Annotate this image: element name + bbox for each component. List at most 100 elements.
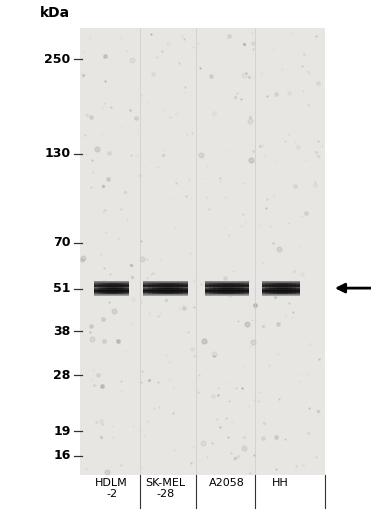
Bar xyxy=(144,288,148,294)
Bar xyxy=(205,289,249,290)
Bar xyxy=(280,283,284,289)
Bar xyxy=(125,283,129,289)
Bar xyxy=(273,288,277,294)
Bar xyxy=(296,288,299,294)
Text: 70: 70 xyxy=(53,237,70,249)
Bar xyxy=(288,283,292,289)
Bar xyxy=(231,283,236,289)
Bar xyxy=(144,287,187,288)
Bar xyxy=(95,288,129,289)
Text: 250: 250 xyxy=(44,53,70,65)
Bar xyxy=(262,295,299,296)
Bar xyxy=(95,292,129,293)
Bar xyxy=(101,283,105,289)
Bar xyxy=(118,283,122,289)
Bar xyxy=(115,283,118,289)
Bar xyxy=(236,288,240,294)
Bar xyxy=(209,283,213,289)
Bar xyxy=(101,288,105,294)
Bar xyxy=(144,290,187,291)
Text: 28: 28 xyxy=(53,368,70,382)
Bar xyxy=(144,284,187,285)
Bar xyxy=(152,288,157,294)
Bar xyxy=(144,285,187,286)
Bar xyxy=(262,283,265,289)
Bar xyxy=(284,288,288,294)
Bar xyxy=(165,288,170,294)
Bar xyxy=(144,283,187,284)
Bar xyxy=(170,288,174,294)
Bar xyxy=(277,283,280,289)
Bar xyxy=(277,288,280,294)
Bar xyxy=(95,282,129,283)
Bar xyxy=(205,288,249,289)
Bar xyxy=(157,283,161,289)
Bar xyxy=(179,288,183,294)
Bar xyxy=(213,288,218,294)
Bar xyxy=(108,288,112,294)
Bar xyxy=(118,288,122,294)
Bar xyxy=(227,283,231,289)
Bar xyxy=(144,290,187,291)
Bar xyxy=(205,295,249,296)
Text: HH: HH xyxy=(272,478,289,488)
Bar xyxy=(144,289,187,290)
Bar xyxy=(115,288,118,294)
Bar xyxy=(161,288,165,294)
Bar xyxy=(144,291,187,292)
Text: kDa: kDa xyxy=(40,7,70,20)
Bar xyxy=(236,283,240,289)
Bar xyxy=(262,293,299,294)
Bar xyxy=(205,284,249,285)
Bar xyxy=(144,283,148,289)
Bar xyxy=(205,290,249,291)
Bar xyxy=(205,291,249,292)
Text: 16: 16 xyxy=(53,450,70,462)
Bar xyxy=(262,284,299,285)
Bar xyxy=(95,287,129,288)
Bar xyxy=(95,283,98,289)
Bar xyxy=(144,288,187,289)
Bar xyxy=(80,28,325,475)
Text: A2058: A2058 xyxy=(209,478,244,488)
Bar xyxy=(95,290,129,291)
Bar xyxy=(269,288,273,294)
Bar xyxy=(205,289,249,290)
Bar xyxy=(98,283,101,289)
Bar xyxy=(262,294,299,295)
Bar xyxy=(280,288,284,294)
Bar xyxy=(95,289,129,290)
Bar xyxy=(148,288,152,294)
Bar xyxy=(262,283,299,284)
Bar xyxy=(170,283,174,289)
Bar xyxy=(152,283,157,289)
Bar xyxy=(231,288,236,294)
Bar xyxy=(205,287,249,288)
Bar xyxy=(292,288,296,294)
Bar xyxy=(112,288,115,294)
Bar xyxy=(262,290,299,291)
Text: 38: 38 xyxy=(53,324,70,338)
Bar xyxy=(95,288,98,294)
Bar xyxy=(262,288,299,289)
Bar xyxy=(205,288,209,294)
Bar xyxy=(95,288,129,289)
Bar xyxy=(262,287,299,288)
Bar xyxy=(292,283,296,289)
Bar xyxy=(296,283,299,289)
Text: 130: 130 xyxy=(45,147,70,160)
Bar xyxy=(108,283,112,289)
Bar xyxy=(262,285,299,286)
Bar xyxy=(205,292,249,293)
Bar xyxy=(205,290,249,291)
Bar xyxy=(179,283,183,289)
Bar xyxy=(144,292,187,293)
Bar xyxy=(174,283,179,289)
Bar xyxy=(265,288,269,294)
Bar xyxy=(262,282,299,283)
Bar xyxy=(262,292,299,293)
Bar xyxy=(98,288,101,294)
Bar xyxy=(144,287,187,288)
Bar xyxy=(183,288,187,294)
Bar xyxy=(95,290,129,291)
